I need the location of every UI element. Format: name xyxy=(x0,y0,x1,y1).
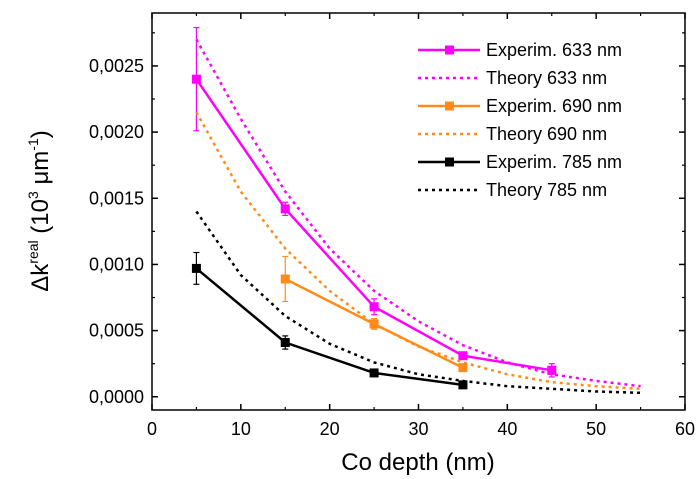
legend-label: Theory 690 nm xyxy=(486,124,607,144)
data-point xyxy=(280,338,290,348)
legend-item-theory-785-nm: Theory 785 nm xyxy=(418,180,607,200)
x-tick-label: 60 xyxy=(675,419,695,439)
data-point xyxy=(280,274,290,284)
legend-item-theory-633-nm: Theory 633 nm xyxy=(418,68,607,88)
y-tick-label: 0,0025 xyxy=(89,56,144,76)
data-point xyxy=(369,368,379,378)
data-point xyxy=(191,74,201,84)
y-tick-label: 0,0010 xyxy=(89,254,144,274)
x-tick-labels: 0 10 20 30 40 50 60 xyxy=(147,419,695,439)
y-tick-label: 0,0005 xyxy=(89,321,144,341)
y-tick-labels: 0,0000 0,0005 0,0010 0,0015 0,0020 0,0025 xyxy=(89,56,144,407)
experiment-line xyxy=(195,267,464,387)
series-layer xyxy=(191,26,641,395)
x-tick-label: 0 xyxy=(147,419,157,439)
series-theory-633-nm xyxy=(195,38,641,388)
legend-item-theory-690-nm: Theory 690 nm xyxy=(418,124,607,144)
legend-item-experim-633-nm: Experim. 633 nm xyxy=(418,40,622,60)
y-tick-label: 0,0020 xyxy=(89,122,144,142)
y-axis-title-sup: real xyxy=(25,240,41,263)
series-theory-785-nm xyxy=(195,210,641,395)
theory-curve xyxy=(195,210,641,395)
series-experim-633-nm xyxy=(191,26,557,378)
x-tick-label: 50 xyxy=(586,419,606,439)
y-axis-title-unit-exp: -1 xyxy=(25,138,41,151)
legend-item-experim-690-nm: Experim. 690 nm xyxy=(418,96,622,116)
y-axis-title-suffix: ) xyxy=(27,130,54,138)
data-point xyxy=(369,302,379,312)
data-point xyxy=(191,263,201,273)
data-point xyxy=(369,319,379,329)
x-tick-label: 40 xyxy=(497,419,517,439)
y-axis-title-exp: 3 xyxy=(25,191,41,199)
legend-label: Experim. 633 nm xyxy=(486,40,622,60)
x-tick-label: 10 xyxy=(231,419,251,439)
y-tick-label: 0,0015 xyxy=(89,188,144,208)
series-theory-690-nm xyxy=(195,111,641,391)
y-axis-title: Δkreal (103 μm-1) xyxy=(25,130,54,292)
x-tick-label: 20 xyxy=(320,419,340,439)
legend-label: Experim. 690 nm xyxy=(486,96,622,116)
legend-item-experim-785-nm: Experim. 785 nm xyxy=(418,152,622,172)
series-experim-785-nm xyxy=(191,251,468,390)
y-tick-label: 0,0000 xyxy=(89,387,144,407)
axis-ticks xyxy=(151,13,686,410)
y-axis-title-mid: (10 xyxy=(27,199,54,240)
y-axis-title-unit: μm xyxy=(27,151,54,192)
data-point xyxy=(547,365,557,375)
theory-curve xyxy=(195,111,641,391)
y-axis-title-prefix: Δk xyxy=(27,263,54,292)
legend-swatch-marker xyxy=(445,157,454,167)
data-point xyxy=(458,380,468,390)
legend-label: Theory 633 nm xyxy=(486,68,607,88)
series-experim-690-nm xyxy=(280,255,468,373)
legend-label: Theory 785 nm xyxy=(486,180,607,200)
data-point xyxy=(280,204,290,214)
legend: Experim. 633 nm Theory 633 nm Experim. 690… xyxy=(418,40,622,200)
legend-swatch-marker xyxy=(445,101,454,111)
legend-label: Experim. 785 nm xyxy=(486,152,622,172)
data-point xyxy=(458,363,468,373)
x-tick-label: 30 xyxy=(408,419,428,439)
data-point xyxy=(458,351,468,361)
legend-swatch-marker xyxy=(445,45,454,55)
theory-curve xyxy=(195,38,641,388)
x-axis-title: Co depth (nm) xyxy=(341,449,494,476)
